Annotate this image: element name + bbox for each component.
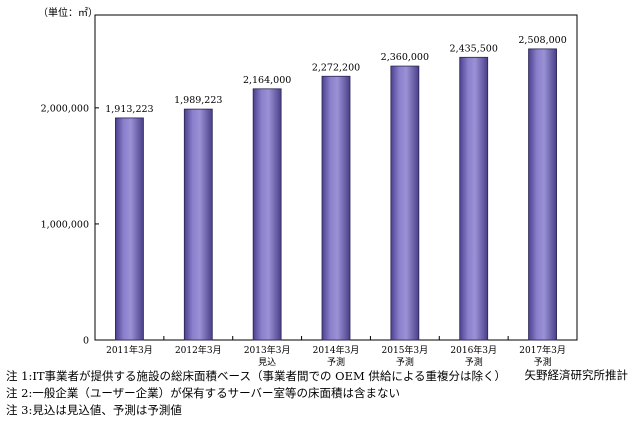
x-category-label: 2015年3月 [382, 344, 429, 356]
x-category-sublabel: 予測 [327, 356, 345, 368]
bar-value-label: 1,913,223 [105, 104, 153, 115]
bar-chart: 0 1,000,000 2,000,000 2011年3月 2012年3月 2013年3月… [41, 14, 578, 368]
x-category-label: 2013年3月 [244, 344, 291, 356]
y-tick-label: 1,000,000 [41, 219, 89, 230]
x-category-label: 2016年3月 [450, 344, 497, 356]
bar-value-label: 2,272,200 [312, 62, 360, 73]
bar-value-label: 1,989,223 [174, 95, 222, 106]
unit-label: （単位：㎡） [38, 8, 98, 19]
bar-value-label: 2,164,000 [243, 75, 291, 86]
bar [252, 88, 282, 341]
x-category-label: 2017年3月 [519, 344, 566, 356]
note-3: 注 3:見込は見込値、予測は予測値 [6, 403, 182, 417]
x-category-sublabel: 予測 [396, 356, 414, 368]
bar-value-label: 2,508,000 [518, 35, 566, 46]
x-category-sublabel: 見込 [258, 357, 276, 368]
bar [321, 75, 351, 341]
x-category-sublabel: 予測 [534, 356, 552, 368]
bar [459, 56, 489, 341]
bar [528, 48, 557, 341]
bar-value-label: 2,435,500 [450, 43, 498, 54]
x-category-label: 2014年3月 [313, 344, 360, 356]
bar-value-label: 2,360,000 [381, 52, 429, 63]
bar [115, 117, 144, 341]
bar [390, 65, 420, 341]
bar [183, 108, 213, 341]
note-2: 注 2:一般企業（ユーザー企業）が保有するサーバー室等の床面積は含まない [6, 386, 400, 400]
x-category-label: 2011年3月 [106, 344, 153, 356]
x-category-label: 2012年3月 [175, 344, 222, 356]
note-1: 注 1:IT事業者が提供する施設の総床面積ベース（事業者間での OEM 供給によ… [6, 369, 507, 383]
y-tick-label: 0 [83, 336, 89, 347]
y-tick-label: 2,000,000 [41, 103, 89, 114]
source-credit: 矢野経済研究所推計 [524, 368, 629, 382]
x-category-sublabel: 予測 [465, 356, 483, 368]
notes-block: 注 1:IT事業者が提供する施設の総床面積ベース（事業者間での OEM 供給によ… [6, 368, 506, 419]
